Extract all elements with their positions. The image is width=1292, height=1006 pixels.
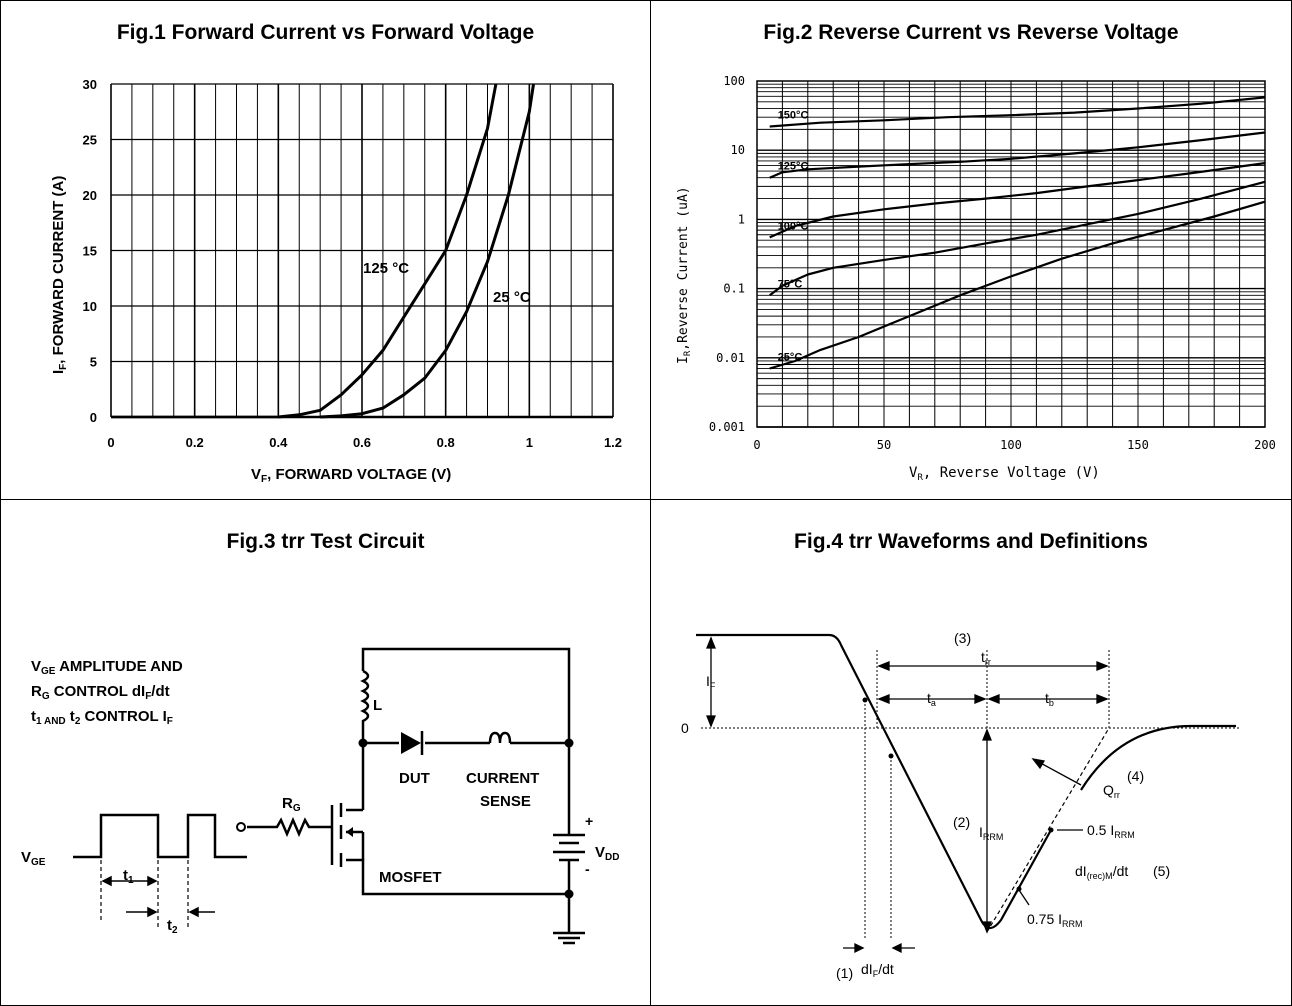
fig3-note-line2: RG CONTROL dIF/dt [31, 683, 170, 702]
ta-label: ta [927, 690, 936, 708]
tb-label: tb [1045, 690, 1054, 708]
fig4-panel: Fig.4 trr Waveforms and Definitions [650, 499, 1292, 1006]
fig2-ytick: 0.01 [716, 351, 745, 365]
inductor-label: L [373, 697, 382, 714]
fig2-series-label: 100°C [778, 220, 809, 232]
zero-label: 0 [681, 720, 689, 736]
fig1-xtick: 0.6 [353, 435, 371, 450]
fig3-panel: Fig.3 trr Test Circuit VGE AMPLITUDE AND… [0, 499, 651, 1006]
fig2-series-line [769, 162, 1266, 239]
fig2-series-line [769, 200, 1266, 370]
vdd-label: VDD [595, 844, 619, 863]
fig1-xtick: 0.4 [269, 435, 288, 450]
fig2-series-label: 150°C [778, 110, 809, 122]
fig2-xtick: 150 [1127, 438, 1149, 452]
fig2-ytick: 10 [731, 143, 745, 157]
fig1-series-line [278, 83, 498, 419]
fig2-series-line [769, 180, 1266, 297]
fig1-panel: Fig.1 Forward Current vs Forward Voltage… [0, 0, 651, 500]
n2-label: (2) [953, 814, 970, 830]
fig1-ylabel: IF, FORWARD CURRENT (A) [50, 176, 69, 374]
n4-label: (4) [1127, 768, 1144, 784]
fig1-label-25: 25 °C [493, 289, 531, 306]
fig3-circuit: VGE AMPLITUDE AND RG CONTROL dIF/dt t1 A… [21, 647, 619, 945]
fig1-chart: 0 0.2 0.4 0.6 0.8 1 1.2 0 5 10 15 20 25 30 125 °C 25 … [50, 77, 622, 485]
n5-label: (5) [1153, 863, 1170, 879]
if-label: IF [706, 673, 716, 691]
fig3-wiring [73, 647, 585, 945]
fig2-series-line [769, 96, 1266, 128]
fig2-xtick: 100 [1000, 438, 1022, 452]
mosfet-label: MOSFET [379, 869, 442, 886]
fig4-waveform: 0 IF (3) trr ta tb (2) IRRM (4) Qrr 0.5 … [681, 630, 1241, 981]
fig1-series-line [320, 83, 535, 419]
fig2-xlabel: VR, Reverse Voltage (V) [909, 465, 1100, 483]
fig1-title: Fig.1 Forward Current vs Forward Voltage [116, 21, 535, 44]
q75-label: 0.75 IRRM [1027, 911, 1083, 929]
fig1-xtick: 1 [526, 435, 533, 450]
n1-label: (1) [836, 965, 853, 981]
dirr-label: dI(rec)M/dt [1075, 863, 1128, 881]
current-sense-label-2: SENSE [480, 793, 531, 810]
fig1-xtick: 0 [107, 435, 114, 450]
rg-label: RG [282, 795, 301, 814]
dut-label: DUT [399, 770, 430, 787]
fig4-title: Fig.4 trr Waveforms and Definitions [794, 530, 1148, 553]
fig2-series-label: 75°C [778, 278, 803, 290]
fig2-title: Fig.2 Reverse Current vs Reverse Voltage [763, 21, 1179, 44]
fig1-ytick: 30 [83, 77, 97, 92]
fig3-title: Fig.3 trr Test Circuit [226, 530, 425, 553]
fig1-xtick: 0.8 [437, 435, 455, 450]
fig2-ytick: 1 [738, 212, 745, 226]
dif-label: dIF/dt [861, 961, 894, 979]
fig3-note-line3: t1 AND t2 CONTROL IF [31, 708, 173, 727]
vdd-minus: - [585, 861, 590, 877]
fig1-xtick: 1.2 [604, 435, 622, 450]
fig1-xlabel: VF, FORWARD VOLTAGE (V) [251, 466, 451, 485]
n3-label: (3) [954, 630, 971, 646]
irrm-label: IRRM [979, 824, 1003, 842]
vdd-plus: + [585, 813, 593, 829]
current-waveform [696, 633, 1052, 930]
current-sense-label-1: CURRENT [466, 770, 539, 787]
fig3-note-line1: VGE AMPLITUDE AND [31, 658, 183, 677]
fig2-xtick: 50 [877, 438, 891, 452]
fig2-chart: 150°C 125°C 100°C 75°C 25°C 0 50 100 150 200 0.00… [676, 74, 1276, 483]
fig2-series-label: 25°C [778, 352, 803, 364]
fig2-series-line [769, 131, 1266, 179]
fig1-ytick: 25 [83, 133, 97, 148]
fig2-ytick: 0.001 [709, 420, 745, 434]
t1-label: t1 [123, 867, 134, 886]
fig2-xtick: 200 [1254, 438, 1276, 452]
vge-label: VGE [21, 849, 46, 868]
fig2-xtick: 0 [753, 438, 760, 452]
diode-symbol [401, 732, 421, 754]
qrr-label: Qrr [1103, 782, 1120, 800]
fig2-ytick: 100 [723, 74, 745, 88]
recovery-tail [1080, 724, 1236, 791]
fig1-ytick: 10 [83, 299, 97, 314]
fig2-ylabel: IR,Reverse Current (uA) [676, 186, 693, 364]
half-irrm-label: 0.5 IRRM [1087, 822, 1135, 840]
fig2-ytick: 0.1 [723, 282, 745, 296]
fig2-panel: Fig.2 Reverse Current vs Reverse Voltage… [650, 0, 1292, 500]
fig1-ytick: 15 [83, 244, 97, 259]
trr-label: trr [981, 649, 991, 667]
t2-label: t2 [167, 917, 178, 936]
fig1-ytick: 0 [90, 410, 97, 425]
fig2-series-label: 125°C [778, 161, 809, 173]
fig1-label-125: 125 °C [363, 260, 409, 277]
fig1-ytick: 5 [90, 355, 97, 370]
fig1-xtick: 0.2 [186, 435, 204, 450]
fig1-ytick: 20 [83, 188, 97, 203]
